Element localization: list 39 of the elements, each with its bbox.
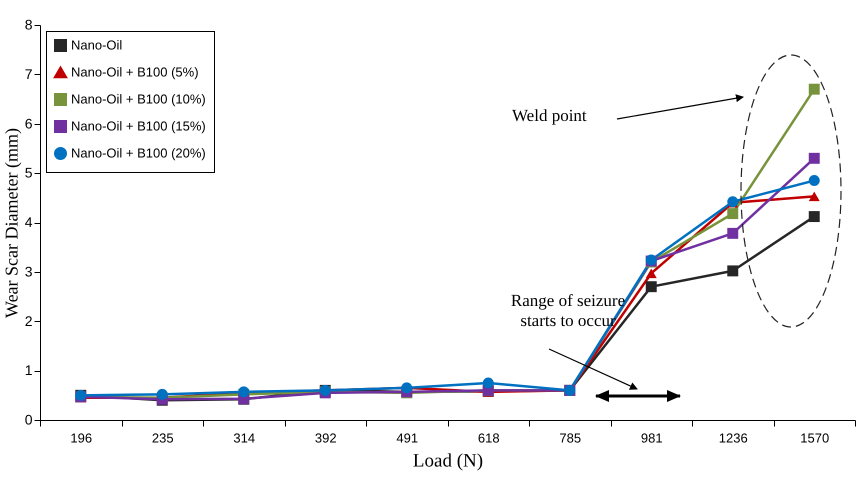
point: [482, 378, 494, 388]
point: [646, 268, 657, 278]
point: [727, 228, 738, 239]
y-tick-label: 0: [24, 412, 33, 428]
point: [808, 152, 820, 164]
x-tick-label: 491: [396, 430, 418, 446]
x-tick-label: 981: [640, 430, 663, 446]
x-tick-label: 314: [233, 430, 256, 446]
legend-label: Nano-Oil: [71, 38, 122, 52]
x-axis-title: Load (N): [412, 450, 484, 472]
y-axis-title: Wear Scar Diameter (mm): [2, 128, 22, 318]
y-tick-label: 6: [24, 115, 33, 132]
x-tick-label: 618: [478, 430, 500, 446]
y-tick-label: 1: [24, 362, 33, 378]
point: [808, 84, 820, 95]
point: [727, 208, 738, 220]
y-tick-label: 3: [24, 263, 33, 280]
point: [808, 211, 820, 222]
x-tick-label: 235: [152, 430, 174, 446]
x-tick-label: 785: [559, 430, 582, 446]
y-tick-label: 7: [24, 66, 33, 82]
point: [808, 192, 820, 202]
legend-label: Nano-Oil + B100 (20%): [71, 146, 206, 160]
legend-label: Nano-Oil + B100 (10%): [71, 92, 206, 106]
y-tick-label: 8: [24, 16, 33, 32]
x-tick-label: 1236: [718, 430, 748, 446]
y-tick-label: 4: [24, 214, 33, 230]
point: [808, 175, 820, 186]
annotation: Weld point: [512, 106, 587, 125]
point: [156, 388, 168, 400]
point: [646, 281, 657, 292]
y-tick-label: 5: [24, 164, 33, 181]
x-tick-label: 1570: [800, 430, 830, 446]
legend-label: Nano-Oil + B100 (5%): [71, 64, 199, 80]
legend-label: Nano-Oil + B100 (15%): [71, 118, 206, 134]
y-tick-label: 2: [24, 312, 33, 329]
point: [727, 265, 738, 276]
x-tick-label: 196: [70, 430, 92, 446]
x-tick-label: 392: [314, 430, 337, 446]
